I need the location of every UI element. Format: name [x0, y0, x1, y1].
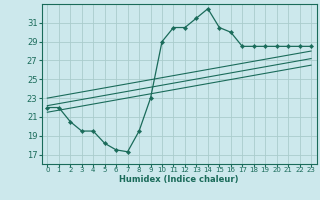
X-axis label: Humidex (Indice chaleur): Humidex (Indice chaleur): [119, 175, 239, 184]
